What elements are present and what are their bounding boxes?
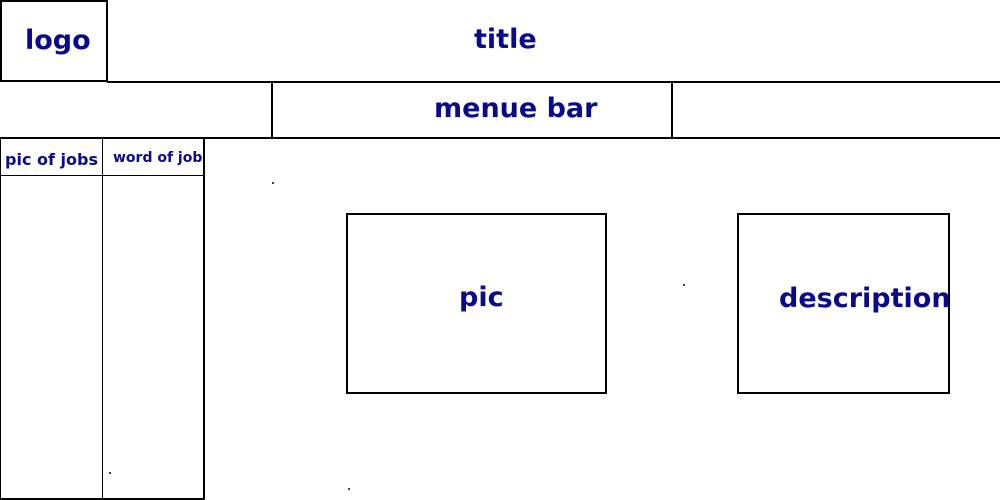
sidebar-header-divider: [0, 175, 204, 176]
stray-dot: [109, 472, 111, 474]
stray-dot: [348, 488, 350, 490]
sidebar-pic-of-jobs-header: pic of jobs: [5, 150, 98, 169]
menu-bar-right-edge: [671, 82, 673, 138]
logo-label: logo: [25, 25, 91, 56]
pic-box[interactable]: [346, 213, 607, 394]
pic-label: pic: [459, 282, 504, 313]
description-box[interactable]: [737, 213, 950, 394]
logo-box[interactable]: [0, 0, 108, 82]
stray-dot: [272, 182, 274, 184]
sidebar-column-divider: [102, 138, 103, 500]
description-label: description: [779, 283, 951, 314]
menu-bar-left-edge: [271, 82, 273, 138]
menu-bar[interactable]: menue bar: [434, 93, 598, 124]
nav-divider: [0, 137, 1000, 139]
page-title: title: [474, 24, 537, 55]
header-divider: [107, 81, 1000, 83]
sidebar-word-of-job-header: word of job: [113, 150, 203, 166]
stray-dot: [683, 284, 685, 286]
